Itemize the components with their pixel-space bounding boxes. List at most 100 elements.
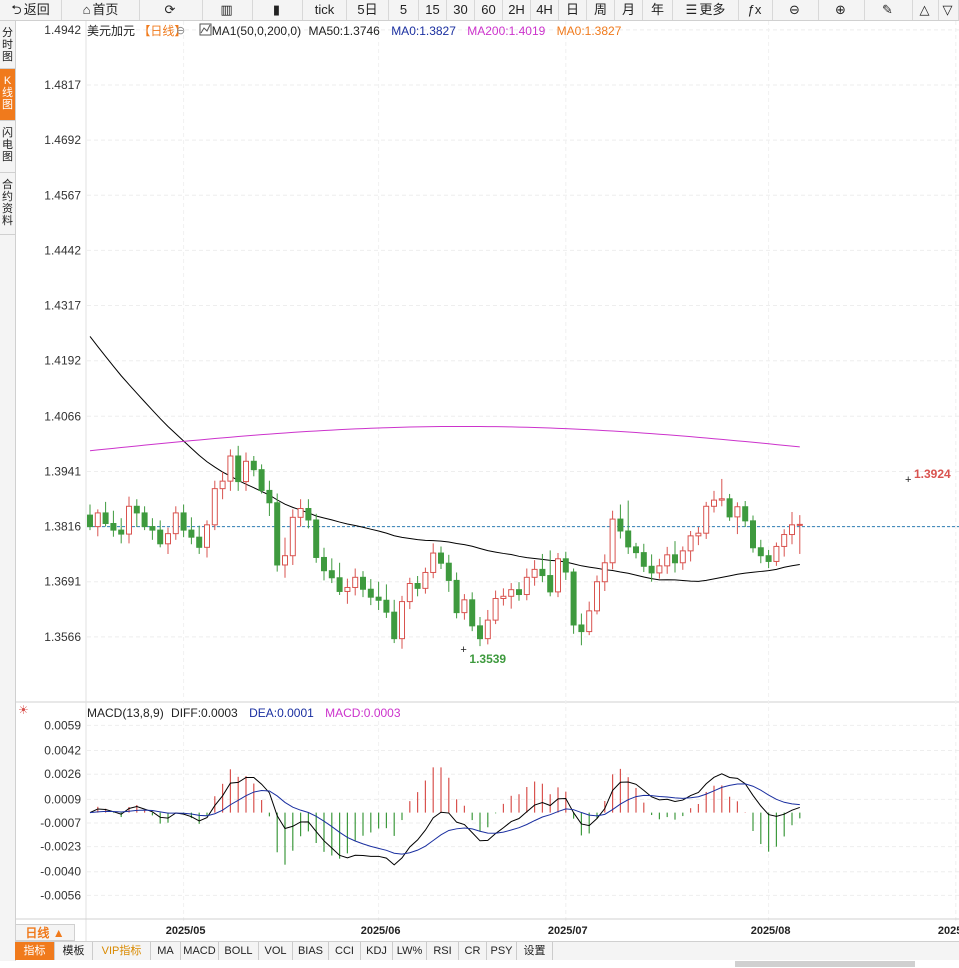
- indicator-tab-vol[interactable]: VOL: [259, 942, 293, 960]
- indicator-tab-template[interactable]: 模板: [55, 942, 93, 960]
- leftnav-timeshare[interactable]: 分时图: [0, 21, 15, 69]
- leftnav-contract[interactable]: 合约资料: [0, 173, 15, 235]
- indicator-tab-indicator[interactable]: 指标: [15, 942, 55, 960]
- date-tick-label: 2025/08: [751, 925, 791, 937]
- toolbar-p5-button[interactable]: 5: [389, 0, 419, 20]
- left-navigation: 分时图 K线图 闪电图 合约资料: [0, 21, 16, 961]
- candle-body: [781, 534, 788, 547]
- candle-body: [274, 502, 281, 566]
- candle-body: [586, 610, 593, 633]
- toolbar-year-button[interactable]: 年: [643, 0, 673, 20]
- toolbar-more-label: 更多: [699, 2, 726, 17]
- candle-body: [313, 519, 320, 558]
- settings-gear-icon[interactable]: ⊖: [176, 25, 185, 37]
- candle-body: [328, 570, 335, 579]
- indicator-tab-vip[interactable]: VIP指标: [93, 942, 151, 960]
- candle-body: [360, 576, 366, 590]
- candle-body: [305, 508, 312, 521]
- indicator-tab-kdj[interactable]: KDJ: [361, 942, 393, 960]
- toolbar-more-button[interactable]: ☰ 更多: [673, 0, 739, 20]
- candle-body: [547, 575, 554, 593]
- indicator-tab-rsi[interactable]: RSI: [427, 942, 459, 960]
- horizontal-scrollbar[interactable]: [735, 961, 915, 967]
- candle-body: [375, 596, 382, 601]
- macd-tick-label: -0.0007: [40, 816, 81, 830]
- toolbar-bars-button[interactable]: ▥: [203, 0, 253, 20]
- toolbar-candle-button[interactable]: ▮: [253, 0, 303, 20]
- toolbar-refresh-button[interactable]: ⟳: [140, 0, 203, 20]
- indicator-tab-ma[interactable]: MA: [151, 942, 181, 960]
- toolbar-p30-button[interactable]: 30: [447, 0, 475, 20]
- candle-body: [672, 554, 678, 564]
- toolbar-p5d-label: 5日: [357, 2, 378, 17]
- candle-body: [555, 558, 561, 593]
- chart-canvas[interactable]: 1.4942 1.4817 1.4692 1.4567 1.4442 1.4317 1.41…: [15, 21, 959, 941]
- toolbar-day-button[interactable]: 日: [559, 0, 587, 20]
- candle-body: [726, 498, 733, 518]
- toolbar-p15-label: 15: [425, 2, 440, 17]
- candle-body: [157, 529, 164, 545]
- price-tick-label: 1.3566: [44, 630, 81, 644]
- toolbar-home-button[interactable]: ⌂ 首页: [62, 0, 140, 20]
- toolbar-zoomout-button[interactable]: ⊖: [773, 0, 819, 20]
- toolbar-p60-button[interactable]: 60: [475, 0, 503, 20]
- indicator-tab-cci[interactable]: CCI: [329, 942, 361, 960]
- toolbar-fx-button[interactable]: ƒx: [739, 0, 773, 20]
- candle-body: [469, 599, 476, 627]
- toolbar-tick-button[interactable]: tick: [303, 0, 347, 20]
- candle-body: [243, 460, 249, 483]
- candle-body: [188, 529, 195, 538]
- toolbar-up-button[interactable]: △: [913, 0, 939, 20]
- candle-body: [664, 554, 671, 567]
- toolbar-week-button[interactable]: 周: [587, 0, 615, 20]
- toolbar-down-button[interactable]: ▽: [939, 0, 959, 20]
- candle-body: [508, 589, 515, 597]
- toolbar-p2h-button[interactable]: 2H: [503, 0, 531, 20]
- macd-settings-icon[interactable]: ☀: [18, 703, 29, 717]
- indicator-tab-boll[interactable]: BOLL: [219, 942, 259, 960]
- pencil-icon: ✎: [882, 2, 893, 17]
- indicator-tab-bias[interactable]: BIAS: [293, 942, 329, 960]
- candle-body: [640, 552, 647, 567]
- candle-body: [149, 526, 156, 531]
- price-tick-label: 1.3941: [44, 464, 81, 478]
- menu-icon: ☰: [685, 2, 698, 17]
- candle-body: [141, 512, 148, 528]
- candle-body: [118, 529, 125, 535]
- candle-body: [250, 460, 257, 471]
- indicator-tab-lw[interactable]: LW%: [393, 942, 427, 960]
- home-icon: ⌂: [82, 2, 91, 17]
- candle-body: [562, 558, 569, 573]
- macd-legend: MACD(13,8,9) DIFF:0.0003 DEA:0.0001 MACD…: [87, 706, 401, 720]
- leftnav-kline[interactable]: K线图: [0, 69, 15, 121]
- macd-plot: [89, 767, 801, 866]
- toolbar-zoomin-button[interactable]: ⊕: [819, 0, 865, 20]
- period-selector-button[interactable]: 日线 ▲: [15, 924, 75, 941]
- date-tick-label: 2025/07: [548, 925, 588, 937]
- price-tick-label: 1.3691: [44, 575, 81, 589]
- date-tick-label: 2025/06: [361, 925, 401, 937]
- toolbar-p4h-button[interactable]: 4H: [531, 0, 559, 20]
- candle-body: [742, 506, 749, 522]
- indicator-tab-macd[interactable]: MACD: [181, 942, 219, 960]
- price-tick-label: 1.4692: [44, 133, 81, 147]
- ma-toggle-icon[interactable]: [199, 23, 212, 36]
- candle-body: [430, 552, 437, 573]
- ohlc-bar-icon: ▥: [220, 2, 233, 17]
- candle-body: [235, 455, 242, 483]
- toolbar-draw-button[interactable]: ✎: [865, 0, 913, 20]
- indicator-tab-cr[interactable]: CR: [459, 942, 487, 960]
- price-tick-label: 1.4317: [44, 299, 81, 313]
- indicator-tab-settings[interactable]: 设置: [517, 942, 553, 960]
- toolbar-tick-label: tick: [314, 2, 335, 17]
- macd-axis: 0.0059 0.0042 0.0026 0.0009 -0.0007 -0.0023 -0…: [40, 718, 959, 902]
- toolbar-month-button[interactable]: 月: [615, 0, 643, 20]
- toolbar-p5d-button[interactable]: 5日: [347, 0, 389, 20]
- leftnav-flash[interactable]: 闪电图: [0, 121, 15, 173]
- macd-tick-label: 0.0042: [44, 744, 81, 758]
- back-arrow-icon: ⮌: [11, 2, 22, 17]
- macd-tick-label: 0.0026: [44, 767, 81, 781]
- toolbar-back-button[interactable]: ⮌ 返回: [0, 0, 62, 20]
- toolbar-p15-button[interactable]: 15: [419, 0, 447, 20]
- indicator-tab-psy[interactable]: PSY: [487, 942, 517, 960]
